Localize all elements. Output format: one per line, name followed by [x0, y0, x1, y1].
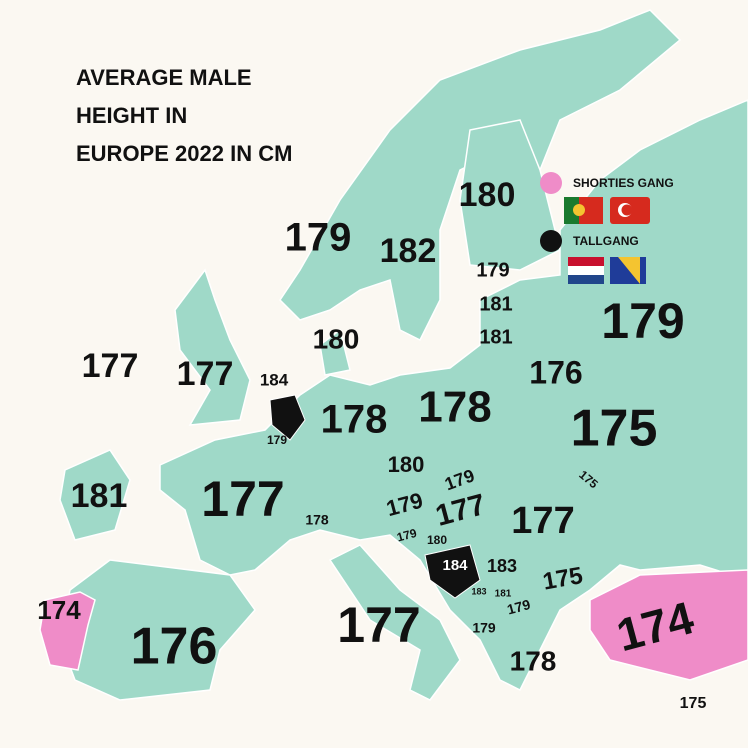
height-label: 175: [680, 695, 707, 712]
flag-bosnia: [610, 257, 646, 284]
height-label: 179: [472, 620, 496, 636]
flag-turkey: [610, 197, 650, 224]
height-label: 181: [495, 589, 512, 600]
height-label: 179: [601, 293, 684, 349]
height-label: 178: [418, 383, 491, 432]
height-label: 180: [459, 176, 516, 214]
legend-swatch: [540, 230, 562, 252]
height-label: 177: [201, 471, 284, 527]
height-label: 179: [505, 596, 532, 618]
height-label: 178: [321, 398, 388, 442]
legend-label: SHORTIES GANG: [573, 176, 674, 190]
height-label: 184: [260, 370, 289, 389]
height-label: 179: [395, 526, 418, 545]
legend-label: TALLGANG: [573, 234, 639, 248]
height-label: 178: [510, 645, 557, 676]
height-label: 182: [380, 232, 437, 270]
height-label: 183: [471, 586, 486, 596]
height-label: 176: [529, 354, 582, 390]
flag-portugal: [564, 197, 603, 224]
height-label: 176: [131, 618, 218, 676]
height-label: 181: [479, 293, 512, 315]
height-label: 175: [571, 400, 658, 458]
title-line: EUROPE 2022 IN CM: [76, 141, 292, 166]
height-label: 177: [82, 347, 139, 385]
height-label: 183: [487, 556, 517, 576]
title-line: AVERAGE MALE: [76, 65, 252, 90]
height-label: 180: [388, 452, 425, 477]
height-label: 174: [37, 595, 81, 625]
height-label: 177: [177, 355, 234, 393]
height-label: 177: [337, 597, 420, 653]
height-label: 179: [285, 216, 352, 260]
height-label: 179: [476, 259, 509, 281]
height-label: 181: [479, 326, 512, 348]
height-label: 181: [71, 477, 128, 515]
flag-netherlands: [568, 257, 604, 284]
height-label: 179: [267, 433, 287, 447]
height-label: 184: [442, 557, 468, 574]
height-label: 180: [313, 323, 360, 354]
height-label: 177: [511, 500, 574, 542]
title-line: HEIGHT IN: [76, 103, 187, 128]
landmass: [39, 9, 748, 701]
height-label: 180: [427, 533, 447, 547]
height-label: 178: [305, 512, 329, 528]
legend-swatch: [540, 172, 562, 194]
